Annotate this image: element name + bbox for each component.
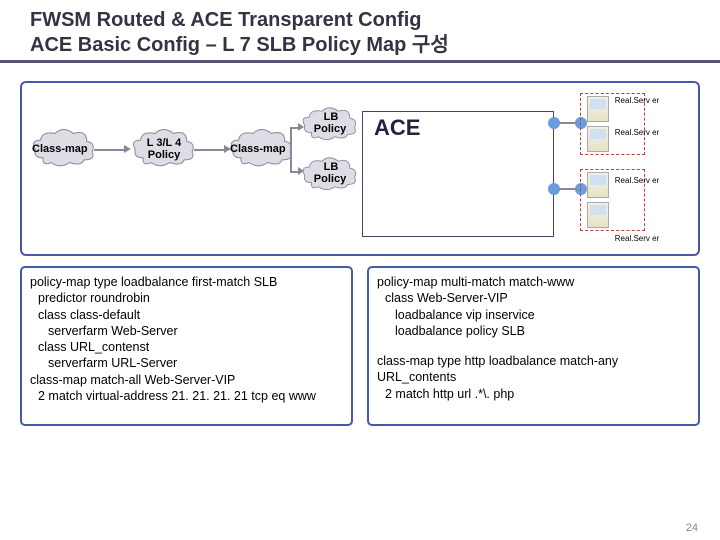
server-2-label: Real.Serv er	[614, 129, 660, 137]
cl-l8: 2 match virtual-address 21. 21. 21. 21 t…	[30, 388, 343, 404]
cl-l4: serverfarm Web-Server	[30, 323, 343, 339]
title-area: FWSM Routed & ACE Transparent Config ACE…	[0, 0, 720, 63]
cl-l7: class-map match-all Web-Server-VIP	[30, 372, 343, 388]
config-boxes: policy-map type loadbalance first-match …	[20, 266, 700, 426]
l3l4-label-2: Policy	[144, 149, 184, 162]
server-4-icon	[587, 202, 609, 228]
arrow-split-line	[290, 127, 292, 171]
conn-line-2	[559, 188, 577, 190]
arrow-lb2-head	[298, 167, 304, 175]
cl-l2: predictor roundrobin	[30, 290, 343, 306]
classmap-2-label: Class-map	[230, 143, 286, 156]
cr-l2: class Web-Server-VIP	[377, 290, 690, 306]
lb2-label-2: Policy	[310, 173, 350, 186]
server-1-label: Real.Serv er	[614, 97, 660, 105]
config-left: policy-map type loadbalance first-match …	[20, 266, 353, 426]
cl-l1: policy-map type loadbalance first-match …	[30, 274, 343, 290]
cr-l1: policy-map multi-match match-www	[377, 274, 690, 290]
diagram-container: Class-map L 3/L 4 Policy Class-map LB Po…	[20, 81, 700, 256]
cr-l6: 2 match http url .*\. php	[377, 386, 690, 402]
ace-title: ACE	[374, 115, 420, 141]
server-4-label: Real.Serv er	[614, 235, 660, 243]
lb1-label-2: Policy	[310, 123, 350, 136]
cr-spacer	[377, 339, 690, 353]
cr-l3: loadbalance vip inservice	[377, 307, 690, 323]
config-right: policy-map multi-match match-www class W…	[367, 266, 700, 426]
title-line-1: FWSM Routed & ACE Transparent Config	[30, 8, 700, 33]
arrow-lb1-head	[298, 123, 304, 131]
cr-l5: class-map type http loadbalance match-an…	[377, 353, 690, 386]
conn-line-1	[559, 122, 577, 124]
arrow-2	[194, 149, 226, 151]
l3l4-label-1: L 3/L 4	[144, 137, 184, 150]
cr-l4: loadbalance policy SLB	[377, 323, 690, 339]
server-3-icon	[587, 172, 609, 198]
classmap-1-label: Class-map	[32, 143, 88, 156]
server-1-icon	[587, 96, 609, 122]
cl-l5: class URL_contenst	[30, 339, 343, 355]
cl-l3: class class-default	[30, 307, 343, 323]
title-line-2: ACE Basic Config – L 7 SLB Policy Map 구성	[30, 33, 700, 58]
page-number: 24	[686, 522, 698, 534]
server-3-label: Real.Serv er	[614, 177, 660, 185]
server-2-icon	[587, 126, 609, 152]
lb1-label-1: LB	[316, 111, 346, 124]
lb2-label-1: LB	[316, 161, 346, 174]
cl-l6: serverfarm URL-Server	[30, 355, 343, 371]
arrow-1	[94, 149, 126, 151]
